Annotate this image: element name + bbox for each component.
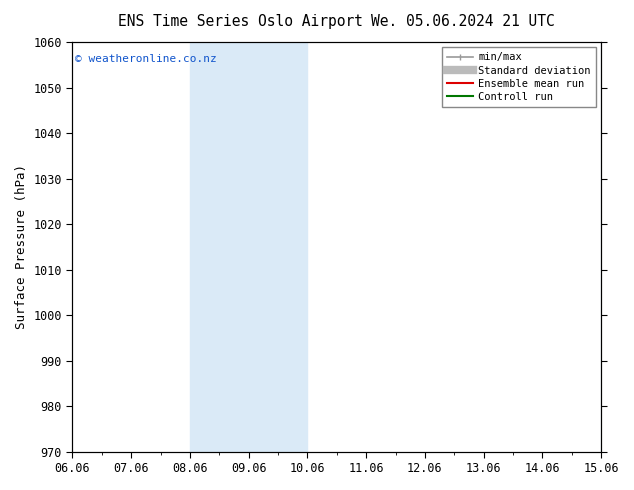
Y-axis label: Surface Pressure (hPa): Surface Pressure (hPa) (15, 164, 28, 329)
Text: © weatheronline.co.nz: © weatheronline.co.nz (75, 54, 217, 64)
Bar (601, 42, 634, 452)
Bar (190, 42, 307, 452)
Legend: min/max, Standard deviation, Ensemble mean run, Controll run: min/max, Standard deviation, Ensemble me… (442, 47, 596, 107)
Text: ENS Time Series Oslo Airport: ENS Time Series Oslo Airport (119, 14, 363, 29)
Text: We. 05.06.2024 21 UTC: We. 05.06.2024 21 UTC (371, 14, 555, 29)
